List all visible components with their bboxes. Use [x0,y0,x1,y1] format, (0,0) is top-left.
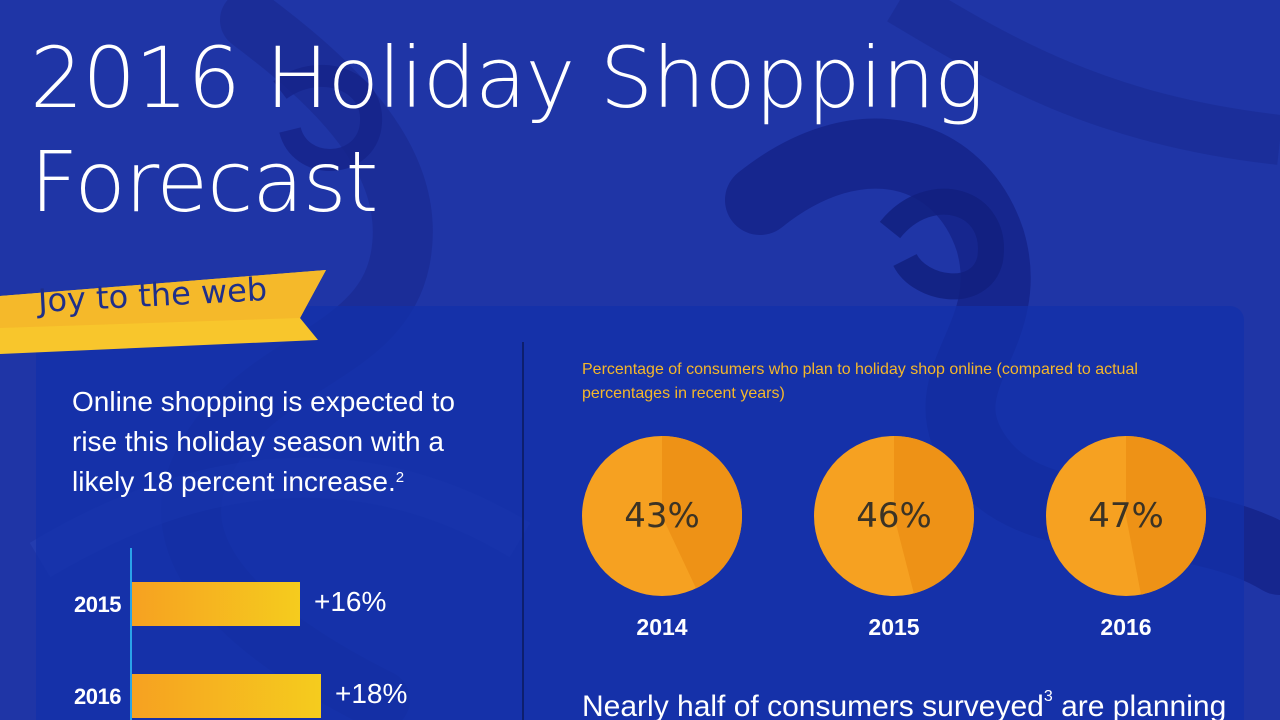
pie-year-2016: 2016 [1100,614,1152,640]
pie-value-2015: 46% [856,496,932,536]
bar-label-2015: 2015 [74,592,121,617]
pie-slice-2014 [662,436,742,589]
bottom-text: Nearly half of consumers surveyed3 are p… [582,688,1227,720]
pie-value-2016: 47% [1088,496,1164,536]
bottom-footnote: 3 [1043,688,1053,705]
banner-ribbon [0,270,326,354]
bar-2015 [132,582,300,626]
pie-slice-2016 [1126,436,1206,595]
bar-label-2016: 2016 [74,684,121,709]
title-line-2: Forecast [30,133,378,231]
pie-year-2014: 2014 [636,614,688,640]
bottom-text-before: Nearly half of consumers surveyed [582,690,1044,720]
intro-footnote: 2 [395,469,405,486]
bar-2016 [132,674,321,718]
pie-year-2015: 2015 [868,614,920,640]
title-line-1: 2016 Holiday Shopping [30,29,984,127]
page-title: 2016 Holiday Shopping Forecast [30,26,984,234]
panel-divider [522,342,524,720]
pie-value-2014: 43% [624,496,700,536]
intro-text: Online shopping is expected to rise this… [72,382,492,502]
intro-body: Online shopping is expected to rise this… [72,386,455,497]
bar-value-2015: +16% [314,586,387,617]
bar-chart-axis [130,548,132,720]
pie-chart-caption: Percentage of consumers who plan to holi… [582,361,1138,402]
bar-value-2016: +18% [335,678,408,709]
bottom-text-after: are planning [1052,690,1227,720]
pie-charts [582,436,1206,596]
pie-slice-2015 [894,436,974,594]
